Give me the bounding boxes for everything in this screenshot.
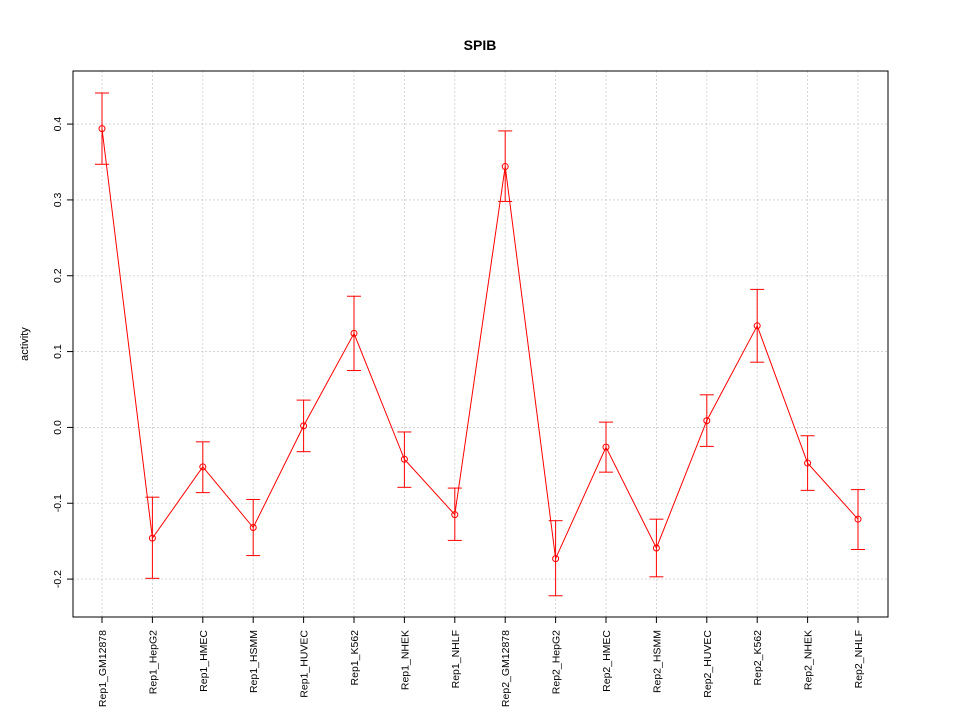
data-point xyxy=(602,443,610,451)
x-tick-label: Rep2_K562 xyxy=(752,630,764,686)
y-tick-label: -0.2 xyxy=(52,570,64,588)
x-tick-label: Rep2_GM12878 xyxy=(500,630,512,707)
data-point xyxy=(249,524,257,532)
x-tick-label: Rep2_NHLF xyxy=(853,630,865,688)
data-point xyxy=(400,455,408,463)
error-bar xyxy=(548,520,563,597)
error-bar xyxy=(246,498,261,557)
x-tick-label: Rep1_NHLF xyxy=(450,630,462,688)
data-point xyxy=(552,555,560,563)
data-point xyxy=(300,422,308,430)
error-bar xyxy=(95,92,109,165)
x-tick-label: Rep2_NHEK xyxy=(803,630,815,690)
data-point xyxy=(199,463,207,471)
error-bar xyxy=(145,496,160,579)
y-axis-label: activity xyxy=(19,327,31,361)
data-point xyxy=(753,322,761,330)
plot-frame xyxy=(72,70,889,618)
y-tick-label: 0.3 xyxy=(52,192,64,207)
data-point xyxy=(350,329,358,337)
data-point xyxy=(148,534,156,542)
data-point xyxy=(703,417,711,425)
y-tick-label: 0.4 xyxy=(52,117,64,132)
y-tick-label: 0.0 xyxy=(52,420,64,435)
error-bar xyxy=(397,431,412,488)
data-point xyxy=(501,163,509,171)
error-bar xyxy=(851,489,865,551)
error-bar xyxy=(649,518,664,578)
error-bar xyxy=(498,130,513,202)
error-bar xyxy=(599,421,613,473)
y-tick-label: 0.2 xyxy=(52,268,64,283)
error-bar xyxy=(195,441,210,494)
error-bar xyxy=(347,295,361,372)
x-tick-label: Rep1_GM12878 xyxy=(97,630,109,707)
data-point xyxy=(854,515,862,523)
error-bar xyxy=(699,394,714,447)
x-tick-label: Rep1_HepG2 xyxy=(147,630,159,694)
error-bar xyxy=(447,487,462,541)
x-tick-label: Rep1_HSMM xyxy=(248,630,260,693)
error-bar xyxy=(296,399,311,453)
x-tick-label: Rep2_HUVEC xyxy=(702,630,714,698)
data-point xyxy=(804,459,812,467)
grid-layer xyxy=(73,71,888,617)
chart-title: SPIB xyxy=(464,37,497,53)
data-point xyxy=(652,544,660,552)
y-tick-label: 0.1 xyxy=(52,344,64,359)
series-line xyxy=(101,128,859,561)
error-bar xyxy=(750,288,765,363)
data-point xyxy=(451,511,459,519)
error-bar xyxy=(800,435,815,491)
series-layer xyxy=(95,92,865,597)
x-tick-label: Rep2_HMEC xyxy=(601,630,613,692)
x-tick-label: Rep2_HepG2 xyxy=(551,630,563,694)
data-point xyxy=(98,125,106,133)
x-tick-label: Rep1_NHEK xyxy=(399,630,411,690)
y-axis: -0.2 -0.1 0.0 0.1 0.2 0.3 0.4 xyxy=(52,117,73,588)
x-axis: Rep1_GM12878 Rep1_HepG2 Rep1_HMEC Rep1_HSMM… xyxy=(97,617,865,707)
x-tick-label: Rep1_K562 xyxy=(349,630,361,686)
x-tick-label: Rep1_HMEC xyxy=(198,630,210,692)
y-tick-label: -0.1 xyxy=(52,494,64,512)
x-tick-label: Rep2_HSMM xyxy=(651,630,663,693)
x-tick-label: Rep1_HUVEC xyxy=(299,630,311,698)
